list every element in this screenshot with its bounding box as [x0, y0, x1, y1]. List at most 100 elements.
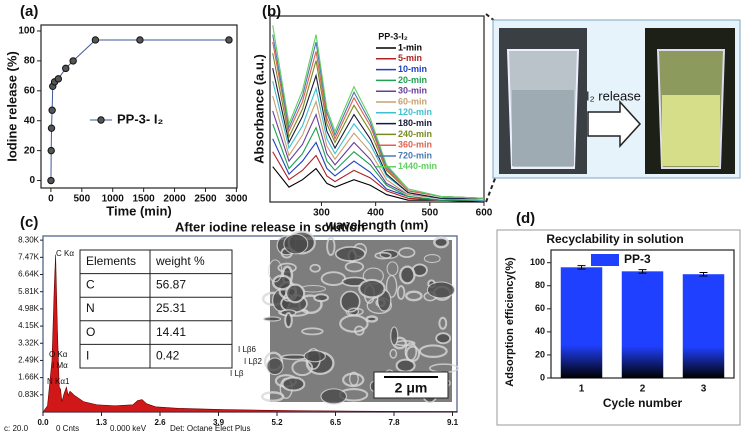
y-tick-label: 2.49K [18, 356, 40, 365]
table-cell: C [86, 278, 95, 292]
footer-text: 0.000 keV [110, 424, 147, 433]
series-line [272, 53, 485, 199]
bar [621, 271, 664, 378]
sem-texture [404, 342, 418, 361]
panel-label: (a) [20, 3, 38, 20]
sem-texture [342, 372, 365, 388]
scale-bar-label: 2 μm [395, 380, 428, 396]
x-tick-label: 3.9 [213, 418, 225, 427]
sem-texture [262, 316, 282, 322]
sem-texture [426, 281, 456, 299]
sem-texture [438, 316, 448, 330]
table-cell: weight % [155, 254, 205, 268]
x-tick-label: 0.0 [37, 418, 49, 427]
peak-label: I Mα [52, 361, 68, 370]
x-tick-label: 600 [476, 208, 493, 219]
arrow [587, 100, 642, 148]
legend-title: PP-3-I₂ [378, 31, 408, 41]
table-cell: 25.31 [156, 301, 186, 315]
legend-label: 1440-min [398, 161, 437, 171]
series-line [272, 166, 485, 203]
y-tick-label: 4.15K [18, 321, 40, 330]
sem-texture [349, 371, 359, 386]
legend-marker [97, 116, 105, 124]
error-bar [638, 269, 647, 274]
x-tick-label: 7.8 [388, 418, 400, 427]
point [47, 176, 55, 185]
y-tick-label: 0.83K [18, 390, 40, 399]
x-tick-label: 1000 [102, 194, 125, 205]
y-tick-label: 80 [24, 56, 36, 67]
sem-texture [309, 263, 321, 273]
panel-label: (d) [516, 210, 535, 227]
x-tick-label: 5.2 [271, 418, 283, 427]
photo-label: I₂ release [586, 88, 641, 103]
legend-label: 180-min [398, 118, 432, 128]
peak-label: I Lβ2 [244, 357, 262, 366]
sem-texture [281, 376, 306, 392]
panel-label: (b) [262, 3, 281, 20]
point [91, 36, 100, 44]
x-tick-label: 1 [579, 384, 585, 395]
legend-label: 10-min [398, 64, 427, 74]
y-axis-label: Iodine release (%) [4, 51, 19, 162]
y-axis-label: Adsorption efficiency(%) [504, 257, 516, 387]
y-tick-label: 80 [535, 280, 545, 290]
point [47, 146, 55, 155]
sem-texture [386, 261, 399, 276]
point [136, 36, 144, 44]
x-axis-label: Time (min) [106, 203, 172, 218]
table-cell: 56.87 [156, 278, 186, 292]
series-line [272, 41, 485, 199]
x-tick-label: 6.5 [330, 418, 342, 427]
x-tick-label: 3000 [225, 194, 248, 205]
panel-label: (c) [20, 214, 38, 231]
x-tick-label: 3 [701, 384, 707, 395]
point [54, 75, 63, 83]
panel-frame [496, 229, 741, 426]
peak-label: N Kα1 [47, 377, 70, 386]
table-cell: 0.42 [156, 348, 180, 362]
bar [682, 274, 725, 378]
y-axis-label: Absorbance (a.u.) [251, 54, 266, 164]
series-line [272, 25, 485, 199]
spectrum [42, 254, 458, 413]
legend-label: 60-min [398, 96, 427, 106]
sem-texture [399, 265, 416, 285]
legend-label: 720-min [398, 150, 432, 160]
peak-label: O Kα [49, 350, 68, 359]
chart-title: Recyclability in solution [546, 232, 683, 246]
y-tick-label: 40 [535, 326, 545, 336]
legend-swatch [591, 254, 619, 266]
legend-label: 1-min [398, 42, 422, 52]
x-tick-label: 2 [640, 384, 646, 395]
x-tick-label: 2500 [194, 194, 217, 205]
y-tick-label: 20 [535, 349, 545, 359]
y-tick-label: 40 [24, 115, 36, 126]
y-tick-label: 100 [530, 257, 545, 267]
footer-text: c: 20.0 [4, 424, 29, 433]
x-tick-label: 2.6 [154, 418, 166, 427]
y-tick-label: 100 [18, 26, 35, 37]
x-tick-label: 1.3 [96, 418, 108, 427]
sem-texture [374, 251, 392, 260]
legend-label: 30-min [398, 86, 427, 96]
sem-texture [423, 254, 441, 264]
table-cell: Elements [86, 254, 136, 268]
y-tick-label: 0 [29, 175, 35, 186]
y-tick-label: 1.66K [18, 373, 40, 382]
point [62, 64, 70, 73]
legend-label: 360-min [398, 140, 432, 150]
table-cell: I [86, 348, 89, 362]
footer-text: 0 Cnts [56, 424, 79, 433]
error-bar [699, 271, 708, 277]
y-tick-label: 8.30K [18, 235, 40, 244]
table-cell: 14.41 [156, 325, 186, 339]
sem-texture [405, 290, 423, 302]
sem-texture [326, 236, 336, 256]
x-tick-label: 0 [48, 194, 54, 205]
sem-texture [365, 315, 379, 323]
sem-texture [396, 285, 406, 300]
bar [560, 267, 603, 378]
y-tick-label: 7.47K [18, 252, 40, 261]
